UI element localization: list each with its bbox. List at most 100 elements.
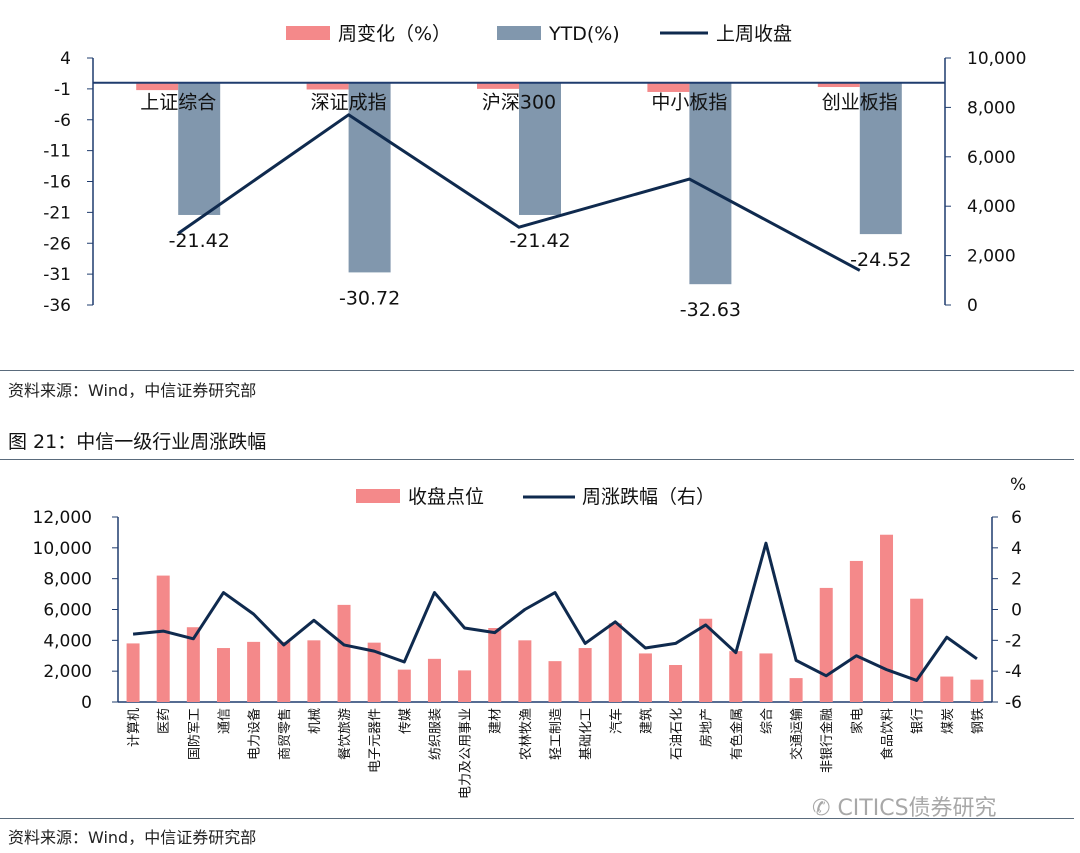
close-level-bar (307, 640, 321, 702)
ytd-data-label: -21.42 (509, 230, 570, 252)
right-tick-label: 8,000 (967, 98, 1016, 118)
category-label: 有色金属 (729, 708, 745, 760)
weekly-change-bar (306, 82, 349, 90)
category-label: 食品饮料 (880, 708, 896, 760)
close-level-bar (458, 670, 472, 702)
category-label: 家电 (849, 708, 865, 734)
category-label: 创业板指 (822, 92, 898, 114)
ytd-bar (178, 82, 221, 215)
left-tick-label: -36 (43, 296, 71, 316)
left-tick-label: -26 (43, 234, 71, 254)
category-label: 电力设备 (247, 708, 263, 760)
ytd-bar (519, 82, 561, 215)
close-level-bar (518, 640, 532, 702)
left-tick-label: 0 (81, 693, 92, 713)
legend-label-close: 收盘点位 (408, 486, 484, 508)
category-label: 综合 (760, 708, 775, 734)
left-tick-label: -11 (43, 142, 71, 162)
right-tick-label: 6,000 (967, 148, 1016, 168)
category-label: 农林牧渔 (519, 708, 534, 760)
category-label: 轻工制造 (549, 708, 564, 760)
wechat-icon: ✆ (812, 796, 838, 821)
category-label: 建筑 (638, 708, 654, 734)
ytd-data-label: -24.52 (850, 249, 911, 271)
close-level-bar (578, 648, 592, 702)
ytd-bar (348, 82, 391, 273)
right-tick-label: 10,000 (967, 49, 1026, 69)
watermark-text: CITICS债券研究 (837, 796, 997, 821)
close-level-bar (910, 598, 924, 702)
left-tick-label: 8,000 (43, 570, 92, 590)
weekly-change-bar (647, 82, 690, 92)
category-label: 中小板指 (651, 92, 727, 114)
left-tick-label: -21 (43, 203, 71, 223)
ytd-bar (859, 82, 902, 235)
right-tick-label: 6 (1011, 508, 1022, 528)
close-level-bar (337, 604, 351, 702)
close-level-bar (940, 676, 954, 702)
left-tick-label: -1 (54, 80, 71, 100)
left-tick-label: 4,000 (43, 631, 92, 651)
divider-bottom (0, 818, 1074, 819)
ytd-data-label: -30.72 (339, 287, 400, 309)
category-label: 国防军工 (186, 708, 202, 760)
close-level-bar (216, 648, 230, 702)
close-level-bar (247, 641, 261, 702)
left-tick-label: -6 (54, 111, 71, 131)
legend-label-2: 上周收盘 (716, 23, 792, 45)
close-level-bar (789, 678, 803, 702)
close-level-bar (849, 560, 863, 702)
divider-top (0, 370, 1074, 371)
right-tick-label: 0 (1011, 601, 1022, 621)
right-axis-unit: % (1010, 475, 1026, 495)
left-tick-label: -31 (43, 265, 71, 285)
category-label: 医药 (157, 708, 172, 734)
legend-label-0: 周变化（%） (338, 23, 451, 45)
category-label: 电子元器件 (368, 708, 383, 773)
category-label: 商贸零售 (277, 708, 293, 760)
source-note-1: 资料来源：Wind，中信证券研究部 (8, 381, 257, 400)
category-label: 基础化工 (579, 708, 594, 760)
weekly-change-bar (136, 82, 179, 91)
close-level-bar (819, 587, 833, 702)
close-level-bar (970, 679, 984, 702)
legend-swatch-close (356, 489, 400, 503)
left-tick-label: 4 (60, 49, 71, 69)
legend-label-change: 周涨跌幅（右） (582, 486, 715, 508)
weekly-change-bar (477, 82, 519, 89)
left-tick-label: 2,000 (43, 662, 92, 682)
category-label: 建材 (489, 708, 504, 734)
category-label: 电力及公用事业 (459, 708, 474, 799)
watermark: ✆ CITICS债券研究 (812, 790, 997, 822)
close-level-bar (397, 669, 411, 702)
category-label: 银行 (911, 708, 926, 734)
close-level-bar (156, 575, 170, 702)
category-label: 交通运输 (789, 708, 805, 760)
right-tick-label: 4 (1011, 539, 1022, 559)
right-tick-label: 0 (967, 296, 978, 316)
right-tick-label: 2 (1011, 570, 1022, 590)
ytd-data-label: -32.63 (680, 299, 741, 321)
category-label: 房地产 (699, 708, 715, 747)
category-label: 非银行金融 (819, 708, 835, 773)
category-label: 钢铁 (971, 708, 986, 734)
close-level-bar (126, 643, 140, 702)
right-tick-label: -4 (1005, 662, 1022, 682)
weekly-change-line (132, 541, 978, 682)
ytd-data-label: -21.42 (169, 230, 230, 252)
right-tick-label: 4,000 (967, 197, 1016, 217)
close-level-bar (729, 651, 743, 702)
close-level-bar (277, 641, 291, 702)
close-level-bar (608, 623, 622, 702)
right-tick-label: 2,000 (967, 247, 1016, 267)
last-week-close-line (177, 113, 861, 272)
category-label: 传媒 (398, 708, 413, 734)
category-label: 通信 (217, 708, 232, 734)
close-level-bar (186, 627, 200, 702)
divider-mid (0, 459, 1074, 460)
close-level-bar (880, 534, 894, 702)
category-label: 沪深300 (482, 92, 556, 114)
right-tick-label: -2 (1005, 631, 1022, 651)
left-tick-label: 6,000 (43, 601, 92, 621)
